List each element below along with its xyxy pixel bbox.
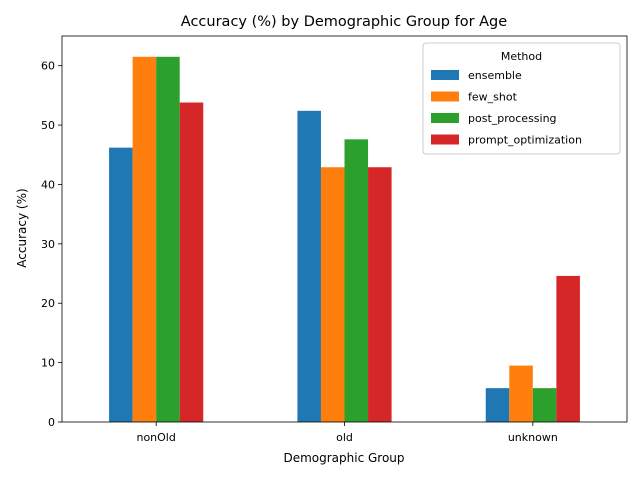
y-tick-label: 10 xyxy=(41,357,55,370)
legend-label-ensemble: ensemble xyxy=(468,69,522,82)
legend-label-few_shot: few_shot xyxy=(468,91,518,104)
y-tick-label: 60 xyxy=(41,60,55,73)
legend-box xyxy=(422,42,621,155)
bar-few_shot-nonOld xyxy=(132,56,157,423)
bar-ensemble-nonOld xyxy=(109,147,133,423)
legend-swatch-prompt_optimization xyxy=(431,134,459,145)
bar-post_processing-old xyxy=(344,139,369,422)
y-tick-label: 50 xyxy=(41,119,55,132)
legend-swatch-few_shot xyxy=(431,91,459,102)
bar-post_processing-nonOld xyxy=(156,56,180,423)
legend-label-post_processing: post_processing xyxy=(468,112,557,125)
bar-prompt_optimization-unknown xyxy=(556,275,580,422)
bar-ensemble-old xyxy=(297,110,321,422)
y-tick-label: 30 xyxy=(41,238,55,251)
legend-swatch-post_processing xyxy=(431,113,459,123)
bar-few_shot-old xyxy=(320,167,345,422)
chart-title: Accuracy (%) by Demographic Group for Ag… xyxy=(181,14,507,30)
legend-title: Method xyxy=(501,50,542,63)
y-tick-label: 20 xyxy=(41,297,55,310)
bars-group xyxy=(109,56,580,423)
legend: Method ensemble few_shot post_processingpro… xyxy=(422,42,621,155)
x-tick-label: old xyxy=(336,431,353,444)
x-tick-label: nonOld xyxy=(136,431,175,444)
bar-few_shot-unknown xyxy=(509,365,533,422)
bar-ensemble-unknown xyxy=(485,388,510,422)
bar-prompt_optimization-nonOld xyxy=(179,102,204,422)
y-tick-label: 40 xyxy=(41,178,55,191)
y-axis-label: Accuracy (%) xyxy=(15,188,29,267)
axes-group: 0 10 20 30 40 50 60 nonOld old unknown xyxy=(41,35,628,444)
y-tick-label: 0 xyxy=(48,416,55,429)
legend-label-prompt_optimization: prompt_optimization xyxy=(468,134,582,147)
x-axis-label: Demographic Group xyxy=(283,451,404,465)
bar-prompt_optimization-old xyxy=(368,167,392,422)
bar-post_processing-unknown xyxy=(532,388,557,422)
legend-swatch-ensemble xyxy=(431,70,459,80)
x-tick-label: unknown xyxy=(508,431,558,444)
